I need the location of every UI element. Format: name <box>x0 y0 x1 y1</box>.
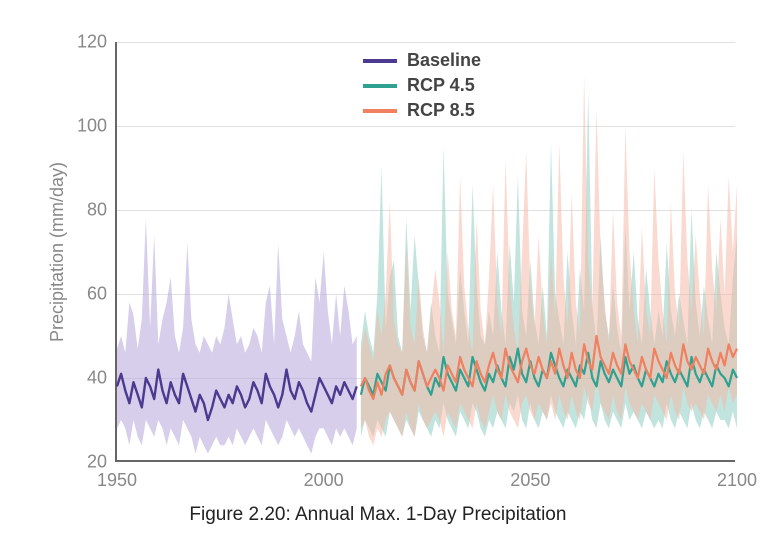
ytick-label: 60 <box>87 284 107 305</box>
ytick-label: 120 <box>77 32 107 53</box>
legend-swatch <box>363 59 397 63</box>
legend: Baseline RCP 4.5 RCP 8.5 <box>363 50 481 125</box>
ytick-label: 100 <box>77 116 107 137</box>
legend-swatch <box>363 109 397 113</box>
legend-label: Baseline <box>407 50 481 71</box>
uncertainty-band-baseline <box>117 218 357 453</box>
xtick-label: 2100 <box>717 470 757 491</box>
legend-label: RCP 8.5 <box>407 100 475 121</box>
legend-item: RCP 4.5 <box>363 75 481 96</box>
legend-swatch <box>363 84 397 88</box>
xtick-label: 1950 <box>97 470 137 491</box>
ytick-label: 40 <box>87 368 107 389</box>
legend-item: Baseline <box>363 50 481 71</box>
figure-caption: Figure 2.20: Annual Max. 1-Day Precipita… <box>189 504 566 526</box>
precipitation-timeseries-chart: 204060801001201950200020502100 Precipita… <box>0 0 780 547</box>
xtick-label: 2050 <box>510 470 550 491</box>
legend-label: RCP 4.5 <box>407 75 475 96</box>
xtick-label: 2000 <box>304 470 344 491</box>
ytick-label: 80 <box>87 200 107 221</box>
legend-item: RCP 8.5 <box>363 100 481 121</box>
y-axis-label: Precipitation (mm/day) <box>47 162 68 342</box>
